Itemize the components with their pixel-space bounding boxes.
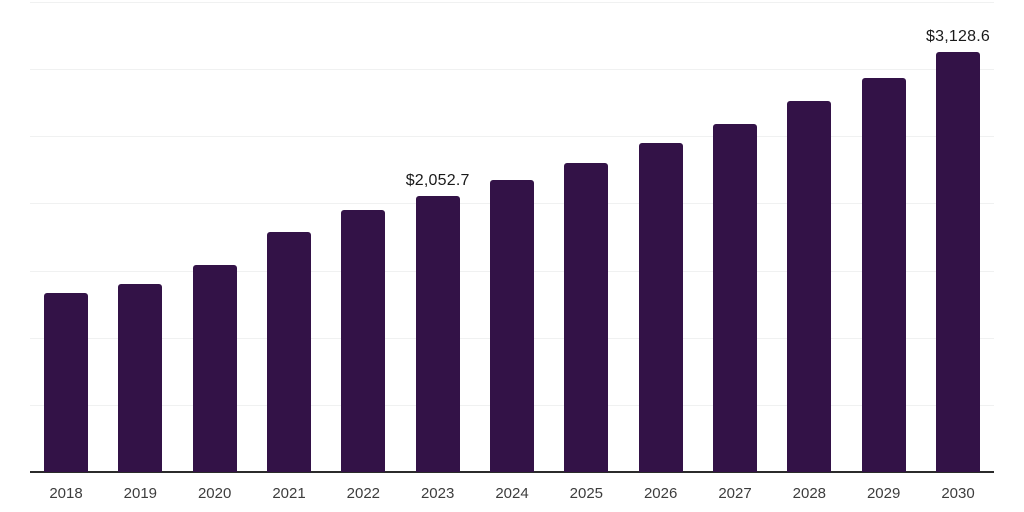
gridline (30, 69, 994, 71)
x-tick-label-2018: 2018 (49, 485, 83, 502)
x-tick-label-2030: 2030 (941, 485, 975, 502)
bar-2027 (713, 124, 757, 472)
x-tick-label-2025: 2025 (569, 485, 604, 502)
gridline (30, 136, 994, 138)
bar-value-label-2023: $2,052.7 (405, 172, 470, 190)
bar-2023 (415, 196, 460, 472)
bar-2026 (638, 143, 683, 472)
bar-2024 (490, 179, 534, 472)
gridline (30, 2, 994, 3)
x-tick-label-2026: 2026 (643, 485, 678, 502)
x-tick-label-2024: 2024 (495, 485, 529, 502)
x-axis-labels: 2018 2019 2020 2021 2022 2023 2024 2025 2026 2027… (30, 485, 994, 507)
bar-2021 (267, 231, 311, 472)
x-tick-label-2019: 2019 (123, 485, 158, 502)
bar-2020 (192, 265, 237, 472)
bar-2028 (787, 100, 832, 472)
bar-2019 (118, 284, 163, 472)
x-axis-line (30, 471, 994, 473)
x-tick-label-2020: 2020 (197, 485, 232, 502)
bar-2022 (341, 210, 386, 472)
bar-2029 (861, 77, 906, 472)
bar-value-label-2030: $3,128.6 (926, 27, 990, 45)
x-tick-label-2022: 2022 (346, 485, 381, 502)
bar-2030 (936, 51, 980, 472)
x-tick-label-2021: 2021 (272, 485, 306, 502)
plot-area: $2,052.7 $3,128.6 (30, 2, 994, 473)
x-tick-label-2023: 2023 (420, 485, 455, 502)
bar-2025 (564, 163, 609, 472)
x-tick-label-2027: 2027 (718, 485, 752, 502)
x-tick-label-2028: 2028 (792, 485, 827, 502)
bar-2018 (44, 293, 88, 472)
x-tick-label-2029: 2029 (866, 485, 901, 502)
